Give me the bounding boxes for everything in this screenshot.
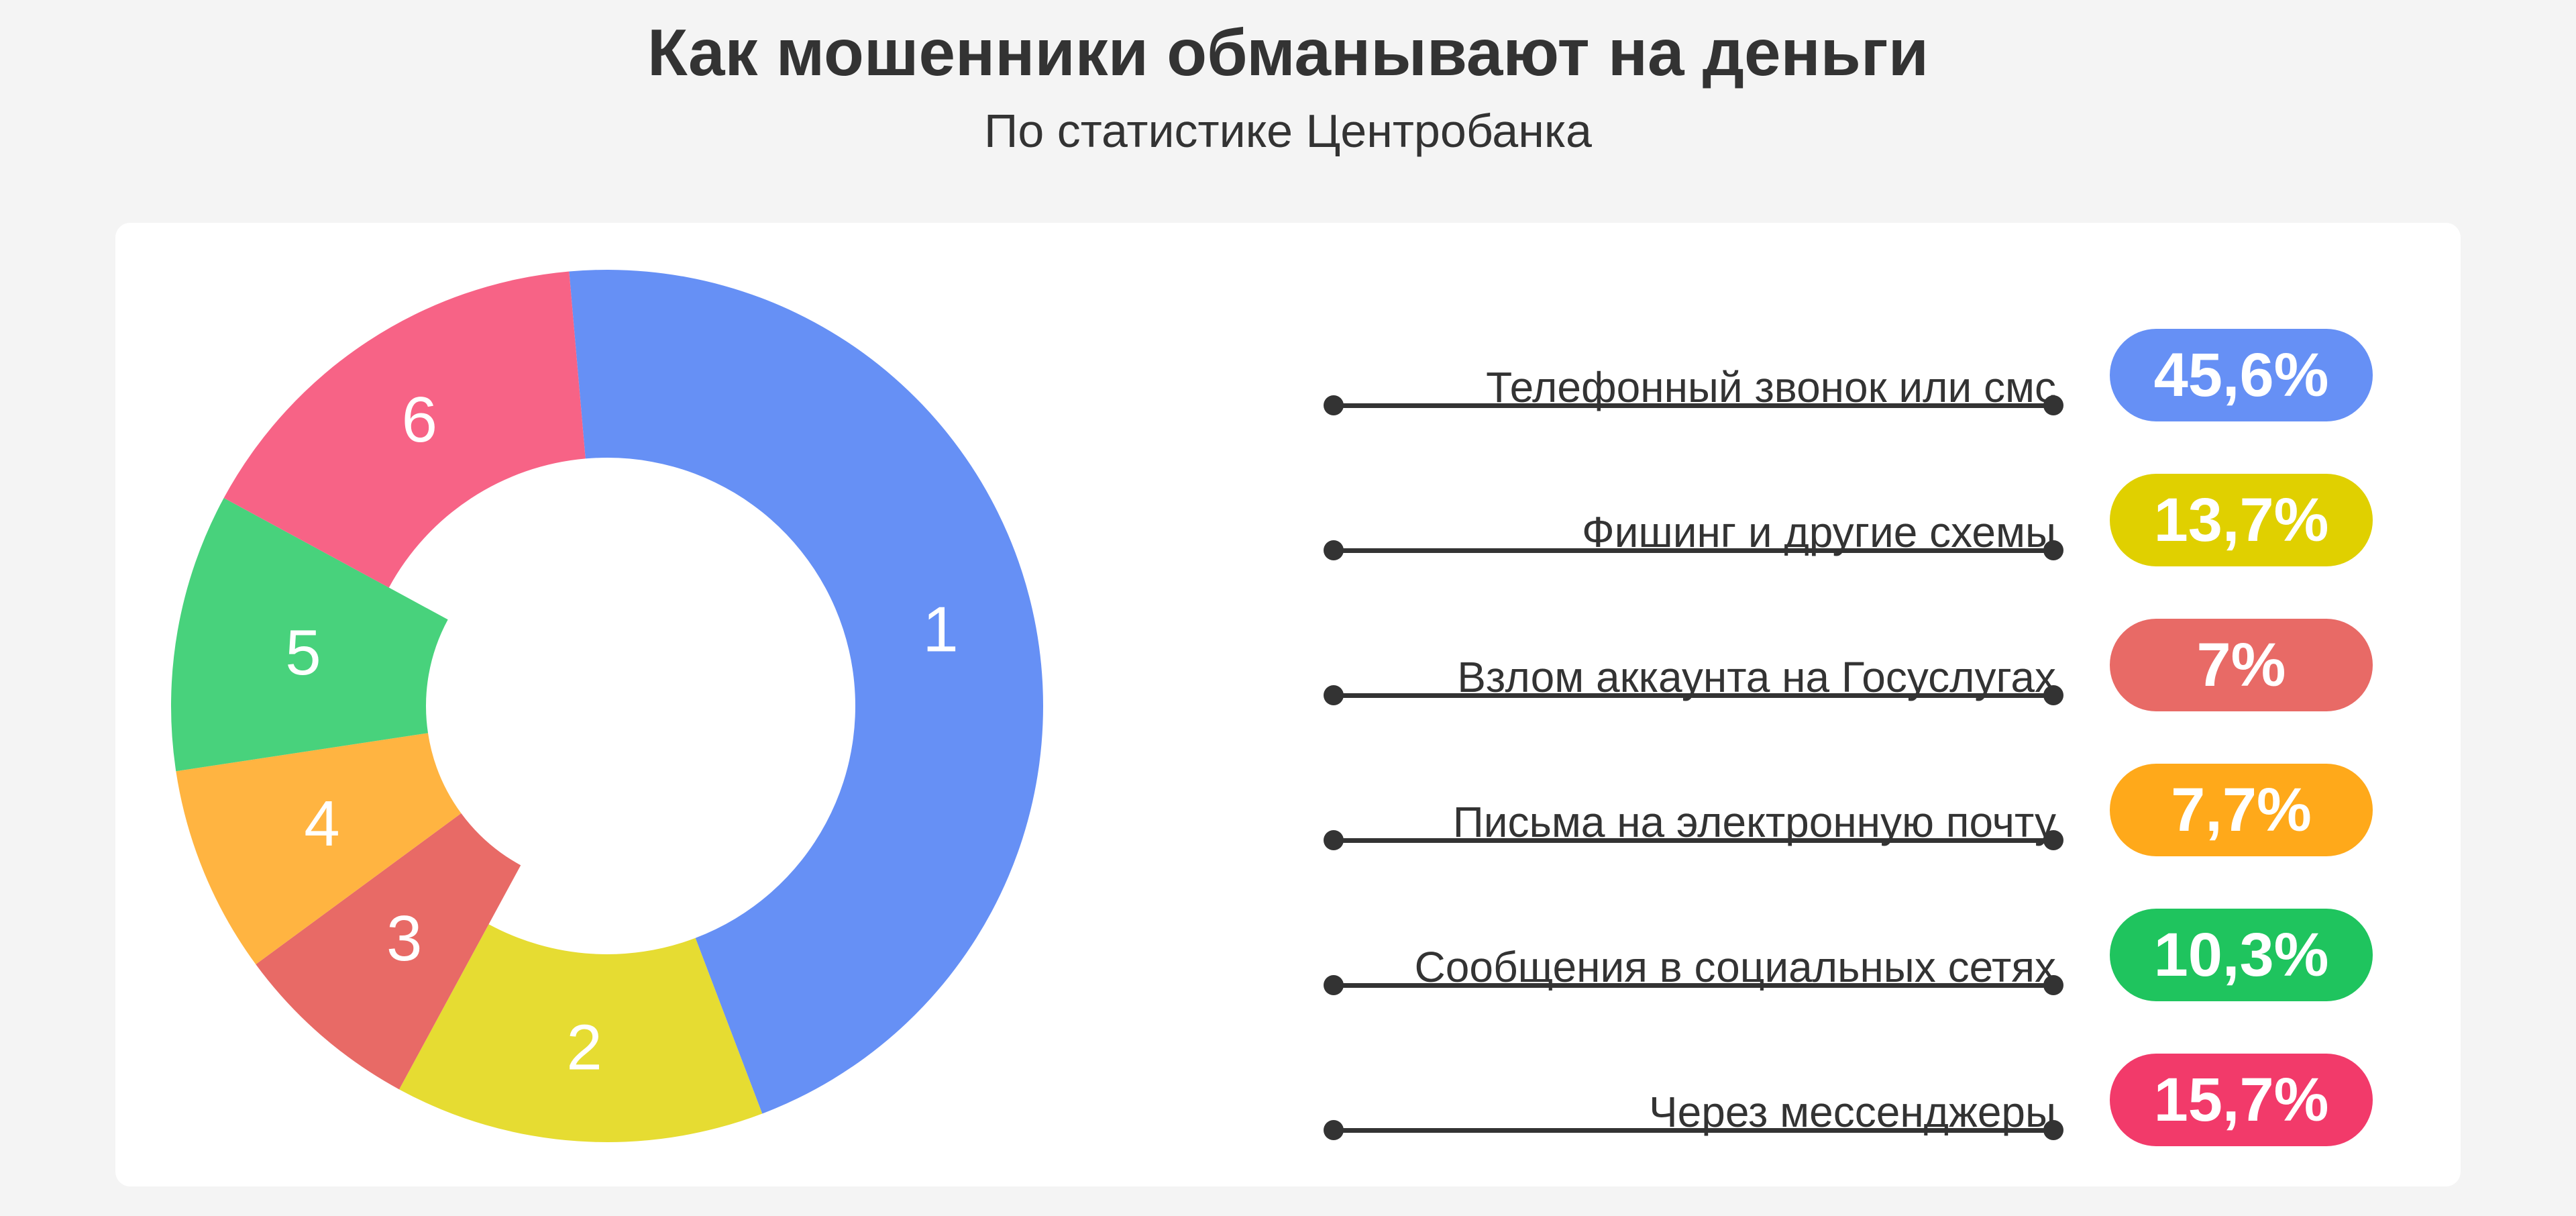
legend-divider-line xyxy=(1334,1128,2053,1133)
slice-number-label: 3 xyxy=(386,903,422,974)
percentage-badge: 7% xyxy=(2110,619,2373,711)
line-end-dot xyxy=(1324,830,1344,850)
donut-slice-4 xyxy=(176,733,462,964)
line-end-dot xyxy=(2043,685,2063,705)
line-end-dot xyxy=(2043,975,2063,995)
slice-number-label: 6 xyxy=(402,384,437,456)
line-end-dot xyxy=(2043,1120,2063,1140)
donut-slice-1 xyxy=(569,270,1044,1114)
legend-item: Письма на электронную почту 7,7% xyxy=(0,764,2576,958)
legend-item: Взлом аккаунта на Госуслугах 7% xyxy=(0,619,2576,813)
legend-divider-line xyxy=(1334,983,2053,988)
legend-divider-line xyxy=(1334,548,2053,553)
legend-divider-line xyxy=(1334,693,2053,698)
legend-divider-line xyxy=(1334,403,2053,408)
chart-title: Как мошенники обманывают на деньги xyxy=(647,15,1929,89)
percentage-badge: 15,7% xyxy=(2110,1054,2373,1146)
line-end-dot xyxy=(2043,830,2063,850)
chart-subtitle: По статистике Центробанка xyxy=(984,105,1592,157)
line-end-dot xyxy=(1324,395,1344,415)
donut-slice-5 xyxy=(170,498,448,772)
slice-number-label: 1 xyxy=(922,593,958,665)
percentage-badge: 13,7% xyxy=(2110,474,2373,566)
line-end-dot xyxy=(2043,540,2063,560)
line-end-dot xyxy=(1324,540,1344,560)
donut-slice-3 xyxy=(256,813,521,1090)
slice-number-label: 4 xyxy=(304,788,339,860)
percentage-badge: 10,3% xyxy=(2110,909,2373,1001)
legend-divider-line xyxy=(1334,838,2053,843)
line-end-dot xyxy=(1324,1120,1344,1140)
percentage-badge: 7,7% xyxy=(2110,764,2373,856)
slice-number-label: 5 xyxy=(285,617,321,689)
line-end-dot xyxy=(1324,975,1344,995)
donut-slice-2 xyxy=(399,924,763,1142)
donut-slice-6 xyxy=(223,271,586,588)
legend-item: Телефонный звонок или смс 45,6% xyxy=(0,329,2576,523)
legend-item: Сообщения в социальных сетях 10,3% xyxy=(0,909,2576,1103)
line-end-dot xyxy=(1324,685,1344,705)
slice-number-label: 2 xyxy=(566,1011,602,1083)
legend-item: Фишинг и другие схемы 13,7% xyxy=(0,474,2576,668)
percentage-badge: 45,6% xyxy=(2110,329,2373,421)
legend-item: Через мессенджеры 15,7% xyxy=(0,1054,2576,1216)
line-end-dot xyxy=(2043,395,2063,415)
